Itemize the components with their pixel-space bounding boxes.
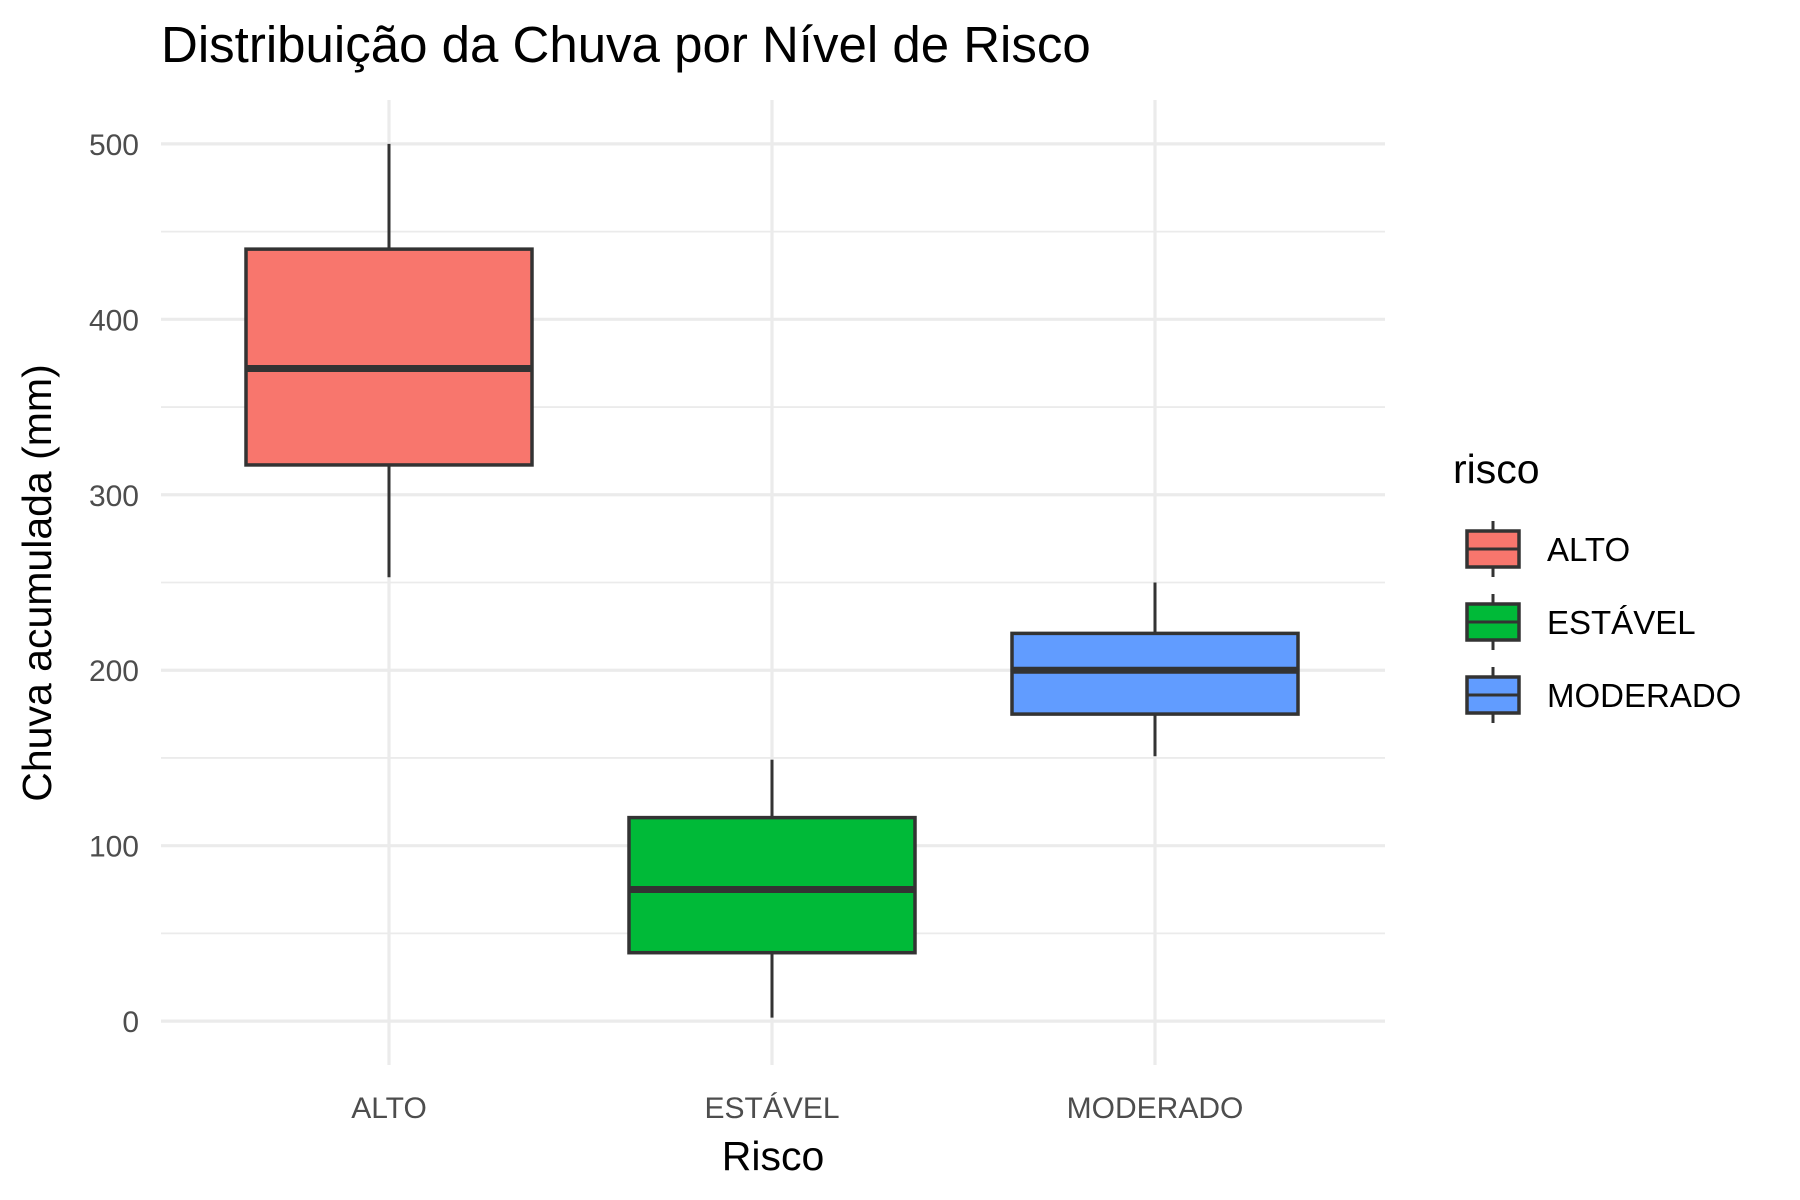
legend-label: ESTÁVEL [1547, 604, 1696, 641]
y-axis-ticks: 0 100 200 300 400 500 [89, 129, 139, 1039]
legend-item-1: ESTÁVEL [1465, 594, 1696, 650]
box-iqr [1010, 631, 1300, 716]
legend-title: risco [1453, 446, 1540, 492]
box-iqr [244, 247, 534, 467]
x-tick-label: MODERADO [1067, 1092, 1244, 1125]
box-0 [244, 143, 534, 578]
legend-label: MODERADO [1547, 677, 1741, 714]
x-tick-label: ESTÁVEL [704, 1092, 839, 1125]
y-tick-label: 0 [122, 1006, 139, 1039]
y-tick-label: 100 [89, 831, 139, 864]
legend: risco ALTO ESTÁVEL MODERADO [1453, 446, 1741, 723]
x-axis-ticks: ALTO ESTÁVEL MODERADO [351, 1092, 1243, 1125]
box-iqr [627, 815, 917, 955]
y-tick-label: 400 [89, 304, 139, 337]
box-1 [627, 759, 917, 1018]
y-tick-label: 300 [89, 480, 139, 513]
chart-title: Distribuição da Chuva por Nível de Risco [161, 16, 1091, 73]
y-tick-label: 500 [89, 129, 139, 162]
y-axis-title: Chuva acumulada (mm) [14, 364, 60, 802]
x-axis-title: Risco [722, 1133, 825, 1179]
legend-item-2: MODERADO [1465, 667, 1741, 723]
x-tick-label: ALTO [351, 1092, 427, 1125]
y-tick-label: 200 [89, 655, 139, 688]
legend-item-0: ALTO [1465, 521, 1630, 577]
boxes [244, 143, 1300, 1018]
legend-label: ALTO [1547, 531, 1630, 568]
box-2 [1010, 582, 1300, 757]
legend-items: ALTO ESTÁVEL MODERADO [1465, 521, 1741, 723]
